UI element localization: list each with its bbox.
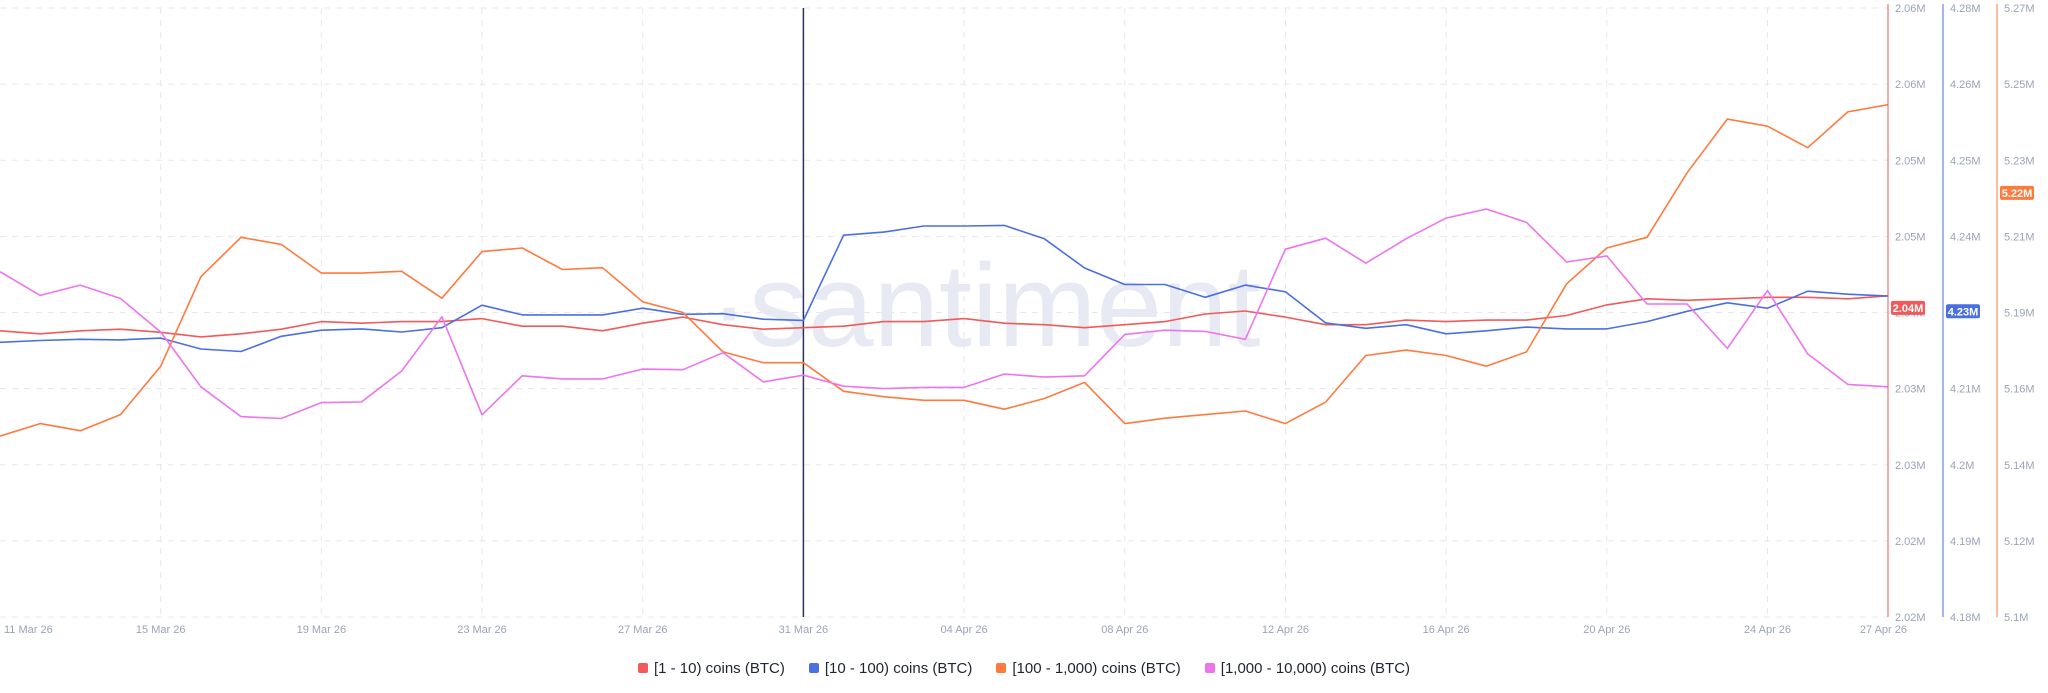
x-tick-label: 31 Mar 26 (779, 624, 829, 636)
current-value-badge-1 (1946, 304, 1980, 319)
x-tick-label: 15 Mar 26 (136, 624, 186, 636)
x-tick-label: 19 Mar 26 (297, 624, 347, 636)
series-line-0 (0, 295, 1889, 338)
y-tick-label: 4.26M (1950, 79, 1981, 91)
x-tick-label: 11 Mar 26 (4, 624, 53, 636)
santiment-watermark: ·santiment (710, 240, 1261, 372)
y-tick-label: 4.2M (1950, 460, 1974, 472)
legend-swatch (996, 663, 1007, 673)
y-tick-label: 4.28M (1950, 3, 1981, 15)
current-value-label-1: 4.23M (1948, 306, 1979, 318)
x-axis: 11 Mar 26 15 Mar 26 19 Mar 26 23 Mar 26 27 M… (4, 624, 1907, 636)
y-tick-label: 2.02M (1895, 536, 1926, 548)
y-tick-label: 2.06M (1895, 79, 1926, 91)
y-tick-label: 2.05M (1895, 155, 1926, 167)
legend-label: [100 - 1,000) coins (BTC) (1012, 659, 1181, 677)
y-tick-label: 5.14M (2004, 460, 2035, 472)
x-tick-label: 27 Mar 26 (618, 624, 668, 636)
y-axes: 2.06M 2.06M 2.05M 2.05M 2.04M 2.03M 2.03M 2.02M… (1887, 3, 2035, 624)
x-tick-label: 16 Apr 26 (1423, 624, 1470, 636)
y-tick-label: 5.19M (2004, 308, 2035, 320)
series-line-1 (0, 224, 1889, 353)
y-tick-label: 2.02M (1895, 612, 1926, 624)
y-tick-label: 5.23M (2004, 155, 2035, 167)
y-tick-label: 4.21M (1950, 384, 1981, 396)
x-tick-label: 27 Apr 26 (1860, 624, 1907, 636)
y-tick-label: 5.16M (2004, 384, 2035, 396)
y-tick-label: 2.06M (1895, 3, 1926, 15)
current-value-label-0: 2.04M (1893, 303, 1924, 315)
y-tick-label: 2.03M (1895, 460, 1926, 472)
current-value-badge-0 (1891, 300, 1925, 315)
x-tick-label: 24 Apr 26 (1744, 624, 1791, 636)
chart: ·santiment 2.06M 2.06M 2.05M 2.05M 2.04M 2.03… (0, 3, 2035, 636)
y-tick-label: 4.25M (1950, 155, 1981, 167)
current-value-badge-2 (2000, 185, 2034, 200)
series-layer (0, 103, 1889, 437)
y-tick-label: 4.24M (1950, 231, 1981, 243)
legend: [1 - 10) coins (BTC) [10 - 100) coins (BT… (0, 656, 2048, 680)
series-line-3 (0, 208, 1889, 420)
legend-item-3[interactable]: [1,000 - 10,000) coins (BTC) (1204, 659, 1411, 677)
current-value-label-2: 5.22M (2002, 188, 2033, 200)
y-tick-label: 2.05M (1895, 231, 1926, 243)
legend-item-0[interactable]: [1 - 10) coins (BTC) (637, 659, 785, 677)
x-tick-label: 23 Mar 26 (457, 624, 507, 636)
legend-item-1[interactable]: [10 - 100) coins (BTC) (808, 659, 973, 677)
legend-label: [10 - 100) coins (BTC) (824, 659, 973, 677)
y-tick-label: 5.21M (2004, 231, 2035, 243)
y-tick-label: 2.03M (1895, 384, 1926, 396)
x-tick-label: 12 Apr 26 (1262, 624, 1309, 636)
x-tick-label: 08 Apr 26 (1101, 624, 1148, 636)
legend-item-2[interactable]: [100 - 1,000) coins (BTC) (996, 659, 1181, 677)
y-tick-label: 5.1M (2004, 612, 2028, 624)
legend-swatch (1204, 663, 1215, 673)
y-tick-label: 5.12M (2004, 536, 2035, 548)
x-tick-label: 20 Apr 26 (1583, 624, 1630, 636)
x-tick-label: 04 Apr 26 (941, 624, 988, 636)
legend-label: [1 - 10) coins (BTC) (653, 659, 785, 677)
legend-label: [1,000 - 10,000) coins (BTC) (1220, 659, 1411, 677)
legend-swatch (637, 663, 648, 673)
legend-swatch (808, 663, 819, 673)
y-tick-label: 5.27M (2004, 3, 2035, 15)
series-line-2 (0, 103, 1889, 437)
y-tick-label: 5.25M (2004, 79, 2035, 91)
y-tick-label: 4.18M (1950, 612, 1981, 624)
y-tick-label: 4.19M (1950, 536, 1981, 548)
